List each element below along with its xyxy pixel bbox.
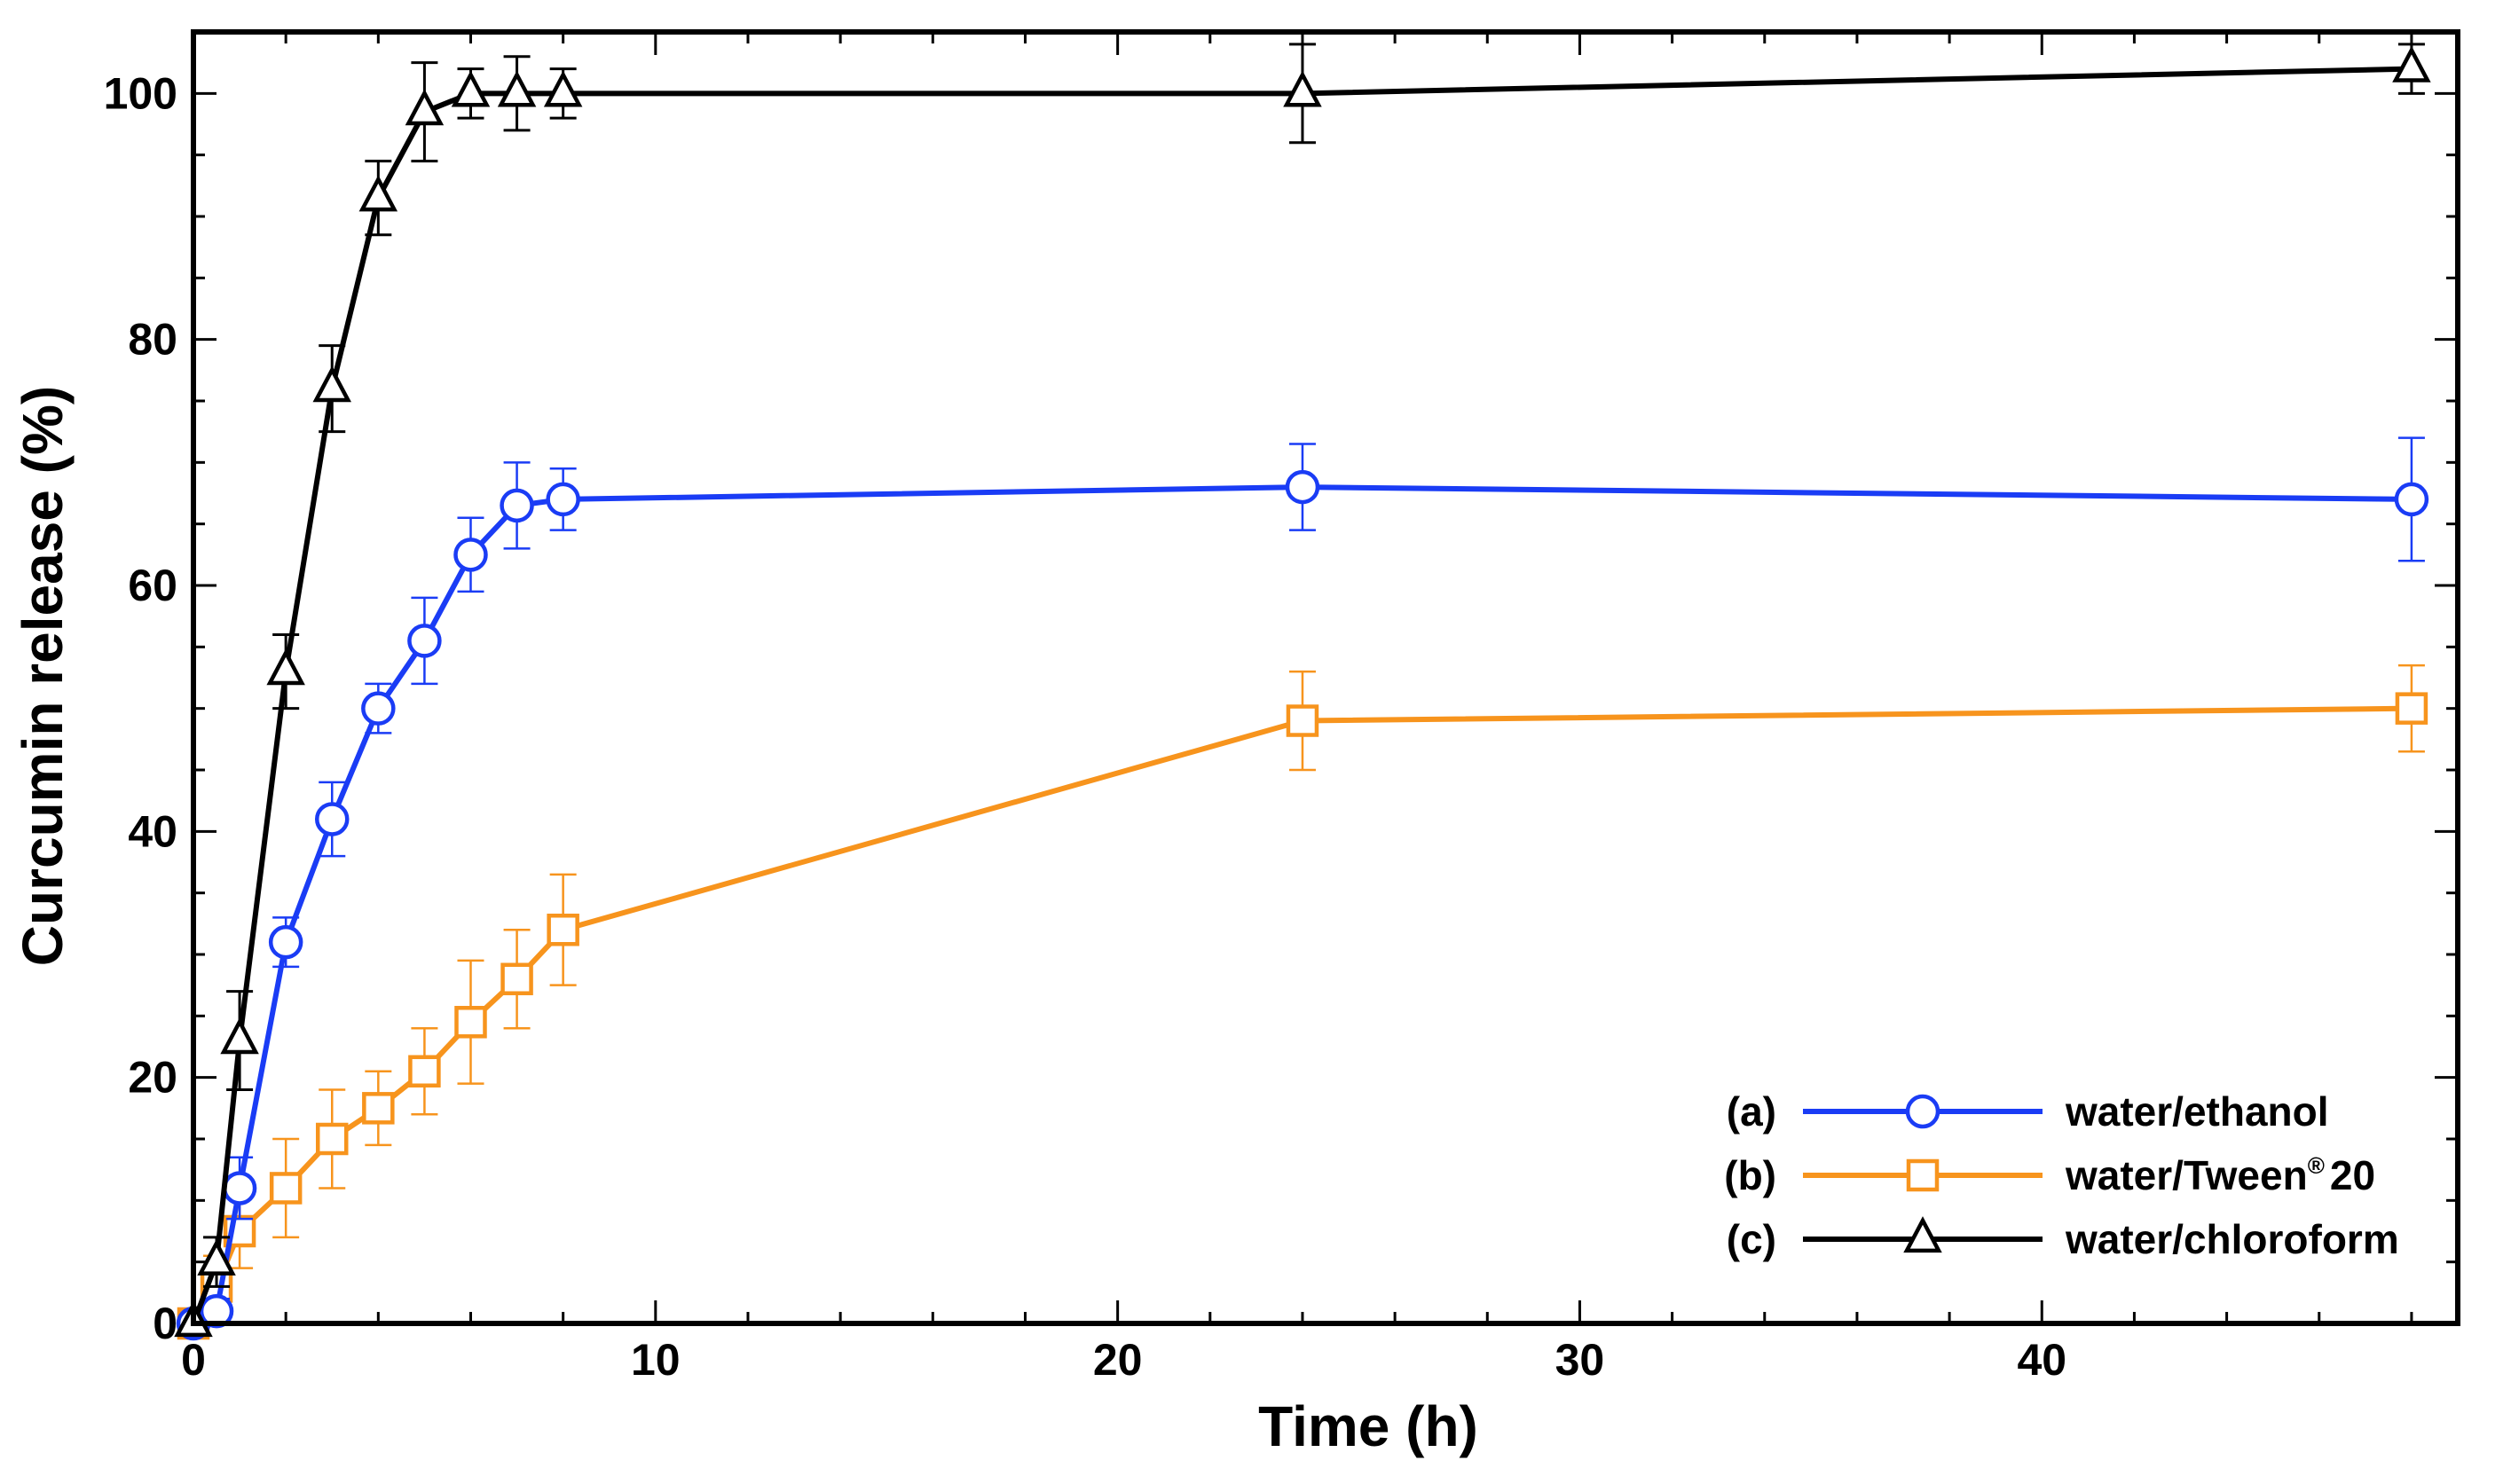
x-tick-label: 0: [181, 1335, 206, 1385]
data-point: [1285, 469, 1320, 505]
legend-label: water/chloroform: [2065, 1216, 2399, 1262]
legend-label: water/ethanol: [2065, 1088, 2329, 1135]
legend-tag: (c): [1727, 1216, 1776, 1262]
data-point: [500, 962, 533, 995]
y-axis-title: Curcumin release (%): [11, 386, 75, 966]
legend-tag: (a): [1727, 1088, 1776, 1135]
series-water-chloroform: [174, 43, 2431, 1338]
data-point: [314, 802, 350, 836]
x-tick-label: 40: [2017, 1335, 2066, 1385]
data-point: [222, 1171, 257, 1205]
data-point: [453, 538, 488, 572]
legend: (a) water/ethanol (b) water/Tween® 20 (c) wate…: [1724, 1088, 2398, 1262]
y-tick-label: 0: [153, 1299, 177, 1348]
data-point: [1286, 704, 1319, 737]
y-tick-label: 80: [128, 315, 177, 365]
legend-item-b: (b) water/Tween® 20: [1724, 1152, 2375, 1198]
x-tick-label: 20: [1093, 1335, 1143, 1385]
data-point: [268, 924, 303, 960]
legend-marker: [1905, 1094, 1940, 1129]
data-point: [362, 1092, 395, 1125]
data-point: [361, 691, 396, 726]
plot-frame: [191, 29, 2460, 1326]
data-point: [500, 488, 534, 523]
data-series: [174, 43, 2431, 1341]
data-point: [358, 175, 398, 212]
legend-tag: (b): [1724, 1152, 1776, 1198]
data-point: [312, 365, 351, 403]
data-point: [2392, 45, 2431, 82]
data-point: [315, 1122, 349, 1156]
tick-labels: 0 10 20 30 40 0 20 40 60 80 100: [104, 68, 2067, 1385]
y-tick-label: 20: [128, 1053, 177, 1103]
data-point: [407, 624, 442, 658]
series-line: [192, 484, 2412, 1326]
y-tick-label: 40: [128, 806, 177, 856]
data-point: [497, 70, 537, 107]
data-point: [451, 70, 491, 107]
legend-marker: [1906, 1158, 1940, 1192]
data-point: [266, 648, 305, 686]
x-tick-label: 10: [631, 1335, 681, 1385]
data-point: [269, 1172, 303, 1205]
data-point: [199, 1293, 234, 1329]
x-tick-label: 30: [1555, 1335, 1605, 1385]
legend-item-c: (c) water/chloroform: [1727, 1216, 2399, 1262]
legend-label: water/Tween® 20: [2065, 1152, 2375, 1198]
legend-item-a: (a) water/ethanol: [1727, 1088, 2329, 1135]
data-point: [1283, 70, 1322, 107]
data-point: [220, 1017, 259, 1055]
data-point: [543, 70, 583, 107]
data-point: [546, 482, 580, 517]
data-point: [2395, 692, 2428, 725]
legend-marker: [1903, 1216, 1942, 1253]
series-line: [191, 66, 2412, 1325]
y-tick-label: 100: [104, 68, 177, 118]
data-point: [197, 1238, 236, 1276]
data-point: [408, 1055, 441, 1087]
data-point: [454, 1006, 487, 1039]
y-tick-label: 60: [128, 561, 177, 610]
data-point: [405, 89, 445, 126]
data-point: [547, 914, 579, 946]
data-point: [2394, 482, 2429, 517]
x-axis-title: Time (h): [1258, 1394, 1478, 1458]
